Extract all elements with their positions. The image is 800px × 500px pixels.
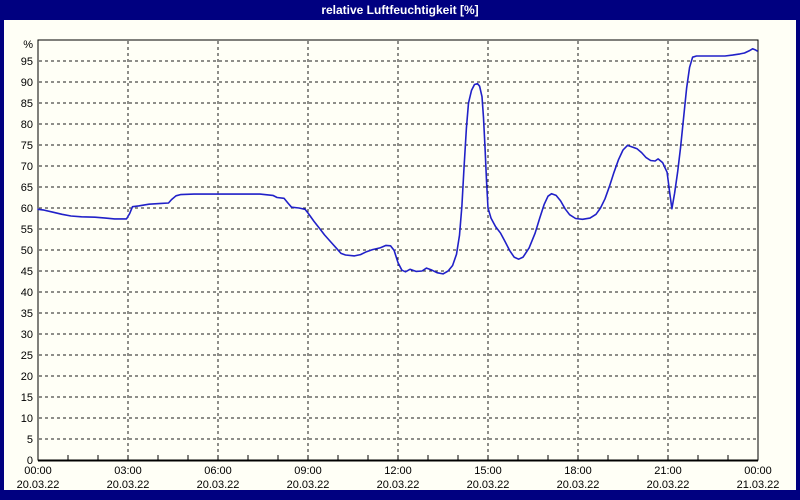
y-tick-label: 50 [21, 245, 33, 257]
y-tick-label: 60 [21, 203, 33, 215]
y-tick-label: 15 [21, 392, 33, 404]
x-date-label: 20.03.22 [107, 479, 150, 491]
y-tick-label: 25 [21, 350, 33, 362]
y-tick-label: 45 [21, 266, 33, 278]
y-tick-label: 40 [21, 287, 33, 299]
y-tick-label: 70 [21, 161, 33, 173]
x-time-label: 21:00 [654, 465, 682, 477]
title-bar[interactable]: relative Luftfeuchtigkeit [%] [0, 0, 800, 20]
x-date-label: 21.03.22 [737, 479, 780, 491]
y-tick-label: 20 [21, 371, 33, 383]
x-date-label: 20.03.22 [197, 479, 240, 491]
y-tick-label: 35 [21, 308, 33, 320]
y-tick-label: 95 [21, 56, 33, 68]
y-tick-label: 5 [27, 434, 33, 446]
x-time-label: 00:00 [24, 465, 52, 477]
x-time-label: 03:00 [114, 465, 142, 477]
x-time-label: 15:00 [474, 465, 502, 477]
y-tick-label: 30 [21, 329, 33, 341]
y-tick-label: 55 [21, 224, 33, 236]
x-date-label: 20.03.22 [557, 479, 600, 491]
x-time-label: 12:00 [384, 465, 412, 477]
x-time-label: 06:00 [204, 465, 232, 477]
window-title: relative Luftfeuchtigkeit [%] [321, 3, 479, 17]
x-date-label: 20.03.22 [467, 479, 510, 491]
x-time-label: 18:00 [564, 465, 592, 477]
plot-border [37, 39, 759, 461]
chart-background [4, 20, 796, 490]
x-date-label: 20.03.22 [17, 479, 60, 491]
y-tick-label: 85 [21, 98, 33, 110]
x-time-label: 00:00 [744, 465, 772, 477]
y-axis-unit-label: % [23, 39, 33, 51]
x-time-label: 09:00 [294, 465, 322, 477]
x-date-label: 20.03.22 [287, 479, 330, 491]
y-tick-label: 90 [21, 77, 33, 89]
y-tick-label: 75 [21, 140, 33, 152]
x-date-label: 20.03.22 [647, 479, 690, 491]
y-tick-label: 0 [27, 455, 33, 467]
x-date-label: 20.03.22 [377, 479, 420, 491]
y-tick-label: 10 [21, 413, 33, 425]
y-tick-label: 80 [21, 119, 33, 131]
humidity-line [37, 47, 758, 275]
y-tick-label: 65 [21, 182, 33, 194]
